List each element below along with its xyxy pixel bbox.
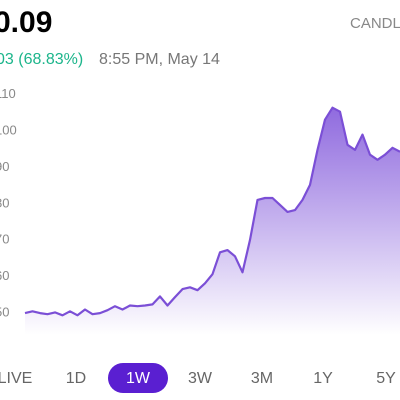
y-tick-label: 100 <box>0 122 17 137</box>
period-label[interactable]: 3M <box>251 370 273 387</box>
period-button[interactable]: 3M <box>251 370 273 387</box>
period-label[interactable]: 5Y <box>376 370 396 387</box>
y-tick-label: 70 <box>0 232 9 247</box>
period-button[interactable]: 1W <box>108 363 168 393</box>
y-tick-label: 90 <box>0 159 9 174</box>
chart-style-toggle[interactable]: CANDL <box>350 15 400 32</box>
period-selected-pill[interactable] <box>108 363 168 393</box>
period-button[interactable]: LIVE <box>0 370 32 387</box>
y-tick-label: 110 <box>0 86 16 101</box>
period-label[interactable]: 1Y <box>313 370 333 387</box>
period-button[interactable]: 3W <box>188 370 213 387</box>
y-tick-label: 80 <box>0 195 9 210</box>
period-button[interactable]: 1Y <box>313 370 333 387</box>
period-label[interactable]: 3W <box>188 370 213 387</box>
change: 03 (68.83%) <box>0 51 83 68</box>
timestamp: 8:55 PM, May 14 <box>99 51 220 68</box>
area-fill <box>25 107 400 335</box>
chart: 110 100 90 80 70 60 50 <box>0 86 400 335</box>
period-label[interactable]: 1W <box>126 370 151 387</box>
period-label[interactable]: 1D <box>66 370 86 387</box>
price: 0.09 <box>0 6 52 39</box>
period-label[interactable]: LIVE <box>0 370 32 387</box>
period-selector: LIVE 1D 1W 3W 3M 1Y 5Y <box>0 363 396 393</box>
period-button[interactable]: 5Y <box>376 370 396 387</box>
period-button[interactable]: 1D <box>66 370 86 387</box>
y-tick-label: 60 <box>0 268 9 283</box>
price-line <box>24 106 400 317</box>
y-tick-label: 50 <box>0 305 9 320</box>
